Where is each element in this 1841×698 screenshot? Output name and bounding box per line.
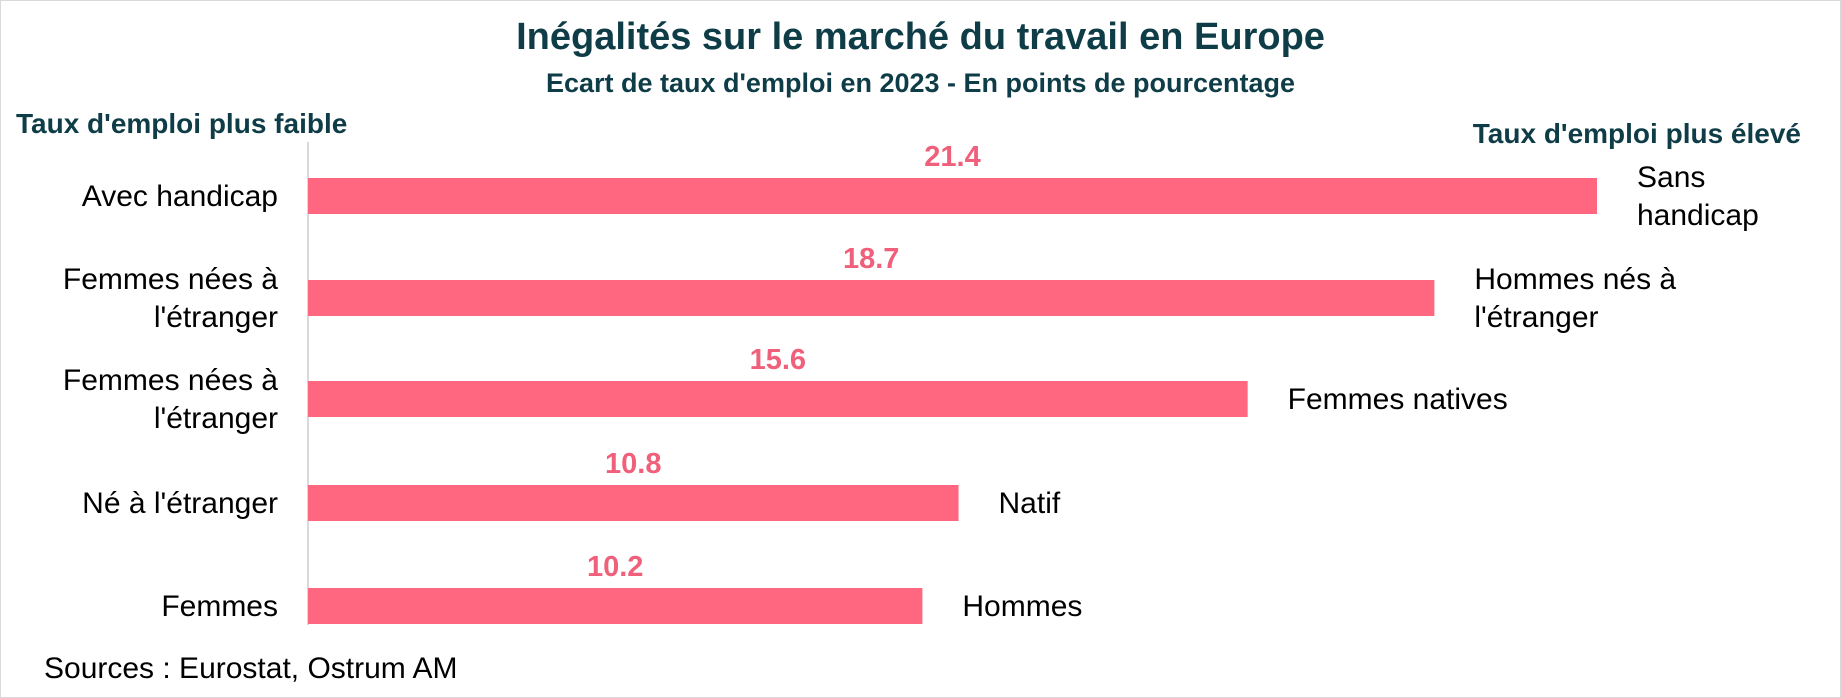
chart-subtitle: Ecart de taux d'emploi en 2023 - En poin… [545,68,1296,98]
comparison-label-3: Natif [999,487,1061,520]
category-label-1: Femmes nées à l'étranger [63,263,278,334]
value-label-1: 18.7 [843,243,899,275]
comparison-label-0: Sans handicap [1637,161,1759,232]
comparison-label-4: Hommes [962,590,1082,623]
chart-title: Inégalités sur le marché du travail en E… [516,16,1325,58]
value-label-4: 10.2 [587,551,643,583]
category-label-4: Femmes [161,590,278,623]
value-label-3: 10.8 [605,448,661,480]
source-note: Sources : Eurostat, Ostrum AM [44,652,458,685]
left-header: Taux d'emploi plus faible [16,108,348,139]
bar-3 [308,485,959,521]
comparison-label-2: Femmes natives [1288,383,1508,416]
value-label-0: 21.4 [924,141,980,173]
category-label-2: Femmes nées à l'étranger [63,364,278,435]
right-header: Taux d'emploi plus élevé [1472,118,1801,149]
comparison-label-1: Hommes nés à l'étranger [1474,263,1676,334]
category-label-0: Avec handicap [82,180,278,213]
category-label-3: Né à l'étranger [82,487,278,520]
value-label-2: 15.6 [750,344,806,376]
bar-2 [308,381,1248,417]
bar-4 [308,588,923,624]
bar-0 [308,178,1597,214]
bars-group: 21.4 Avec handicap Sans handicap 18.7 Femmes … [63,141,1759,624]
bar-1 [308,280,1435,316]
